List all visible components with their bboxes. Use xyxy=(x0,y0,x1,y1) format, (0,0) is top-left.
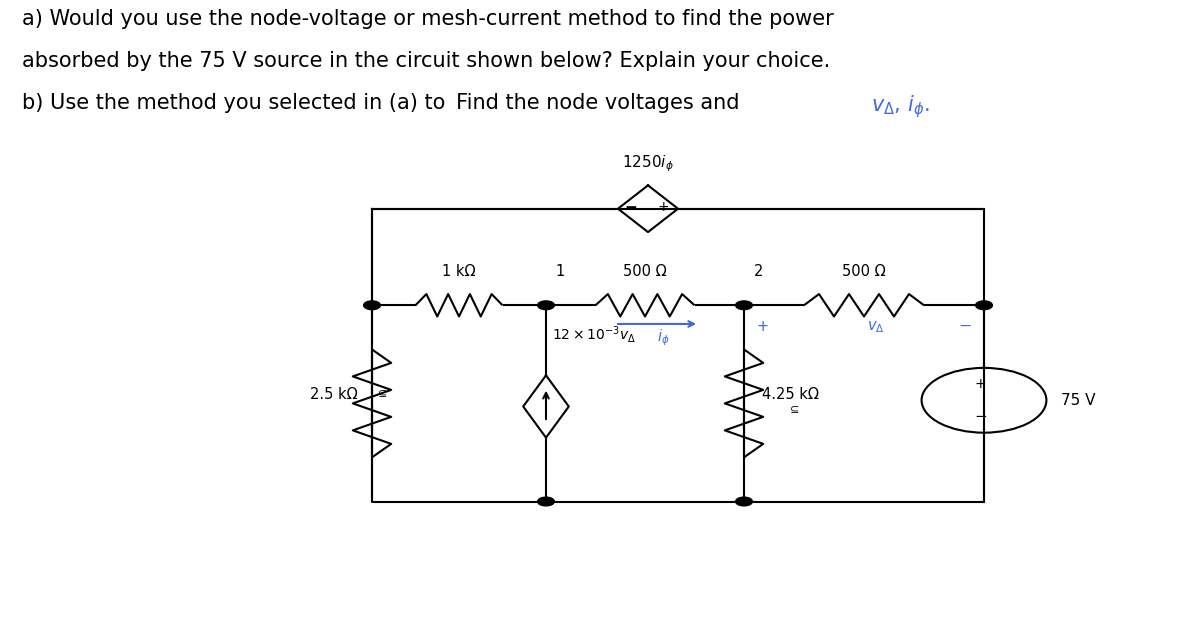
Circle shape xyxy=(736,497,752,506)
Text: +: + xyxy=(974,377,986,391)
Circle shape xyxy=(538,497,554,506)
Text: 1 kΩ: 1 kΩ xyxy=(443,264,475,279)
Text: −: − xyxy=(974,409,986,424)
Text: b) Use the method you selected in (a) to  Find the node voltages and: b) Use the method you selected in (a) to… xyxy=(22,93,745,113)
Text: $1250i_\phi$: $1250i_\phi$ xyxy=(622,153,674,174)
Text: 1: 1 xyxy=(556,264,565,279)
Text: ⊆: ⊆ xyxy=(378,389,388,399)
Text: 4.25 kΩ: 4.25 kΩ xyxy=(762,386,818,402)
Text: $v_\Delta$: $v_\Delta$ xyxy=(868,319,884,335)
Text: +: + xyxy=(756,319,768,334)
Text: $i_\phi$: $i_\phi$ xyxy=(658,327,670,348)
Text: $12\times10^{-3}v_\Delta$: $12\times10^{-3}v_\Delta$ xyxy=(552,324,636,345)
Text: 2: 2 xyxy=(754,264,763,279)
Text: $v_\Delta$, $i_\phi$.: $v_\Delta$, $i_\phi$. xyxy=(871,93,930,120)
Text: −: − xyxy=(625,200,637,215)
Circle shape xyxy=(736,301,752,310)
Text: ⊆: ⊆ xyxy=(790,404,799,415)
Circle shape xyxy=(364,301,380,310)
Text: absorbed by the 75 V source in the circuit shown below? Explain your choice.: absorbed by the 75 V source in the circu… xyxy=(22,51,830,71)
Text: 500 Ω: 500 Ω xyxy=(842,264,886,279)
Text: 2.5 kΩ: 2.5 kΩ xyxy=(310,386,358,402)
Text: −: − xyxy=(959,319,972,334)
Circle shape xyxy=(976,301,992,310)
Text: 500 Ω: 500 Ω xyxy=(623,264,667,279)
Text: a) Would you use the node-voltage or mesh-current method to find the power: a) Would you use the node-voltage or mes… xyxy=(22,9,833,29)
Text: 75 V: 75 V xyxy=(1061,392,1096,408)
Text: +: + xyxy=(658,201,670,214)
Circle shape xyxy=(538,301,554,310)
